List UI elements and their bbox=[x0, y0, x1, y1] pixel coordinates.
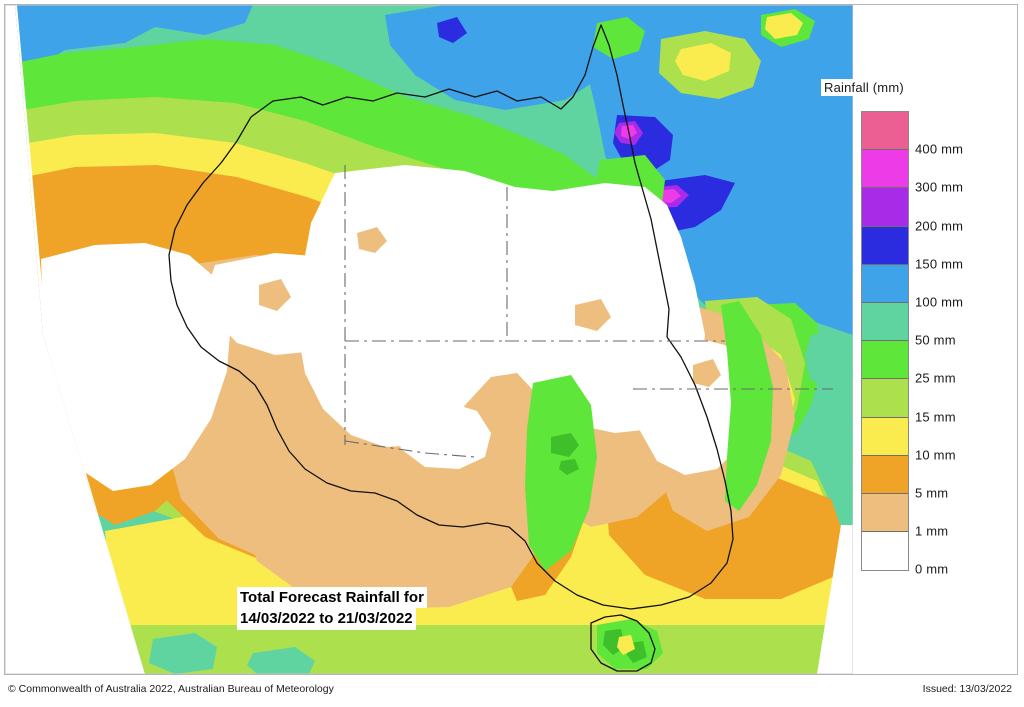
legend-swatch-5mm bbox=[862, 455, 908, 494]
legend-swatch-0mm bbox=[862, 532, 908, 571]
core-tas-c bbox=[617, 635, 635, 655]
legend-label-25mm: 25 mm bbox=[915, 370, 956, 386]
band-1mm-sa bbox=[241, 425, 541, 609]
legend-title: Rainfall (mm) bbox=[821, 79, 907, 96]
footer-copyright: © Commonwealth of Australia 2022, Austra… bbox=[8, 683, 334, 695]
island-10-b bbox=[765, 13, 803, 39]
band-0mm-central bbox=[297, 165, 705, 447]
legend-panel: Rainfall (mm) 400 mm 300 mm 200 mm 150 mm 10… bbox=[821, 5, 1017, 674]
legend-swatch-15mm bbox=[862, 379, 908, 418]
band-1mm-patch-b bbox=[259, 279, 291, 311]
legend-swatch-150mm bbox=[862, 226, 908, 265]
band-50mm-s1 bbox=[149, 633, 217, 674]
rainfall-contour-map bbox=[5, 5, 853, 674]
legend-swatch-200mm bbox=[862, 188, 908, 227]
band-50mm-e1 bbox=[805, 331, 849, 391]
legend-label-1mm: 1 mm bbox=[915, 523, 949, 539]
legend-label-5mm: 5 mm bbox=[915, 485, 949, 501]
chart-frame: Total Forecast Rainfall for 14/03/2022 t… bbox=[4, 4, 1018, 675]
band-1mm-patch-a bbox=[357, 227, 387, 253]
band-0mm-west bbox=[41, 243, 231, 491]
legend-label-100mm: 100 mm bbox=[915, 294, 964, 310]
island-10-a bbox=[675, 43, 731, 81]
footer: © Commonwealth of Australia 2022, Austra… bbox=[4, 678, 1018, 703]
island-25-a bbox=[593, 17, 645, 59]
legend-swatch-100mm bbox=[862, 264, 908, 303]
core-green-b bbox=[559, 459, 579, 475]
legend-label-200mm: 200 mm bbox=[915, 218, 964, 234]
legend-label-150mm: 150 mm bbox=[915, 256, 964, 272]
legend-label-400mm: 400 mm bbox=[915, 141, 964, 157]
band-100mm bbox=[5, 5, 255, 83]
coastline bbox=[168, 24, 734, 672]
legend-swatch-10mm bbox=[862, 417, 908, 456]
band-150mm-c bbox=[437, 17, 467, 43]
band-50mm-s2 bbox=[247, 647, 315, 674]
core-green-a bbox=[551, 433, 579, 457]
footer-issued-date: Issued: 13/03/2022 bbox=[922, 683, 1012, 695]
legend-label-10mm: 10 mm bbox=[915, 447, 956, 463]
legend-swatch-25mm bbox=[862, 341, 908, 380]
band-1mm-patch-c bbox=[575, 299, 611, 331]
map-plot-area[interactable]: Total Forecast Rainfall for 14/03/2022 t… bbox=[5, 5, 853, 674]
legend-swatch-1mm bbox=[862, 493, 908, 533]
legend-swatch-400mm bbox=[862, 112, 908, 151]
state-borders bbox=[344, 165, 833, 458]
legend-label-0mm: 0 mm bbox=[915, 561, 949, 577]
band-5mm-se bbox=[605, 471, 845, 599]
legend-swatch-300mm bbox=[862, 150, 908, 189]
band-0mm-nsw bbox=[631, 335, 753, 475]
band-1mm-patch-d bbox=[693, 359, 721, 387]
band-25mm-inland bbox=[525, 375, 597, 571]
legend-swatches bbox=[861, 111, 909, 572]
contour-bands bbox=[5, 5, 853, 674]
legend-label-300mm: 300 mm bbox=[915, 179, 964, 195]
band-25mm-gdr bbox=[721, 301, 773, 511]
projection-mask-bottomright bbox=[817, 525, 853, 674]
legend-swatch-50mm bbox=[862, 302, 908, 342]
legend-label-50mm: 50 mm bbox=[915, 332, 956, 348]
legend-label-15mm: 15 mm bbox=[915, 409, 956, 425]
